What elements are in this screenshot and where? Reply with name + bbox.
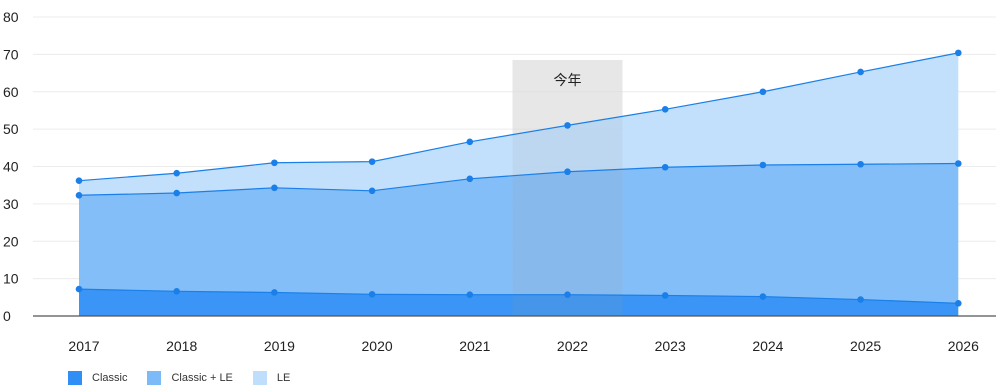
data-point-classic-le-2018 <box>173 189 180 197</box>
data-point-le-2020 <box>368 158 376 165</box>
data-point-classic-le-2024 <box>759 161 767 169</box>
data-point-classic-2024 <box>759 293 767 300</box>
y-tick-label-60: 60 <box>3 84 19 100</box>
data-point-classic-2021 <box>466 291 474 298</box>
x-tick-label-2021: 2021 <box>459 338 490 354</box>
legend-label-le: LE <box>276 372 291 384</box>
data-point-le-2026 <box>955 49 962 57</box>
data-point-classic-2019 <box>271 289 278 296</box>
area-classic <box>79 289 959 316</box>
data-point-classic-2020 <box>368 291 376 298</box>
highlight-overlay <box>512 59 623 316</box>
data-point-classic-le-2025 <box>857 160 864 168</box>
data-point-classic-2025 <box>857 296 864 303</box>
data-point-classic-le-2023 <box>661 163 669 171</box>
data-point-le-2018 <box>173 169 180 177</box>
y-tick-label-0: 0 <box>3 308 11 324</box>
data-point-le-2019 <box>271 159 278 167</box>
legend-item-classic[interactable]: Classic <box>68 371 127 385</box>
x-tick-label-2026: 2026 <box>948 338 979 354</box>
data-point-classic-le-2020 <box>368 187 376 195</box>
data-point-le-2022 <box>564 122 571 129</box>
data-point-classic-le-2019 <box>271 184 278 192</box>
data-point-le-2017 <box>75 177 83 185</box>
y-tick-label-80: 80 <box>3 9 19 25</box>
legend: Classic Classic + LE LE <box>68 370 310 386</box>
data-point-classic-le-2026 <box>955 160 962 167</box>
x-tick-label-2025: 2025 <box>850 338 881 354</box>
y-tick-label-70: 70 <box>3 46 19 62</box>
data-point-classic-2017 <box>75 285 83 293</box>
data-point-classic-le-2017 <box>75 191 83 199</box>
legend-swatch-le <box>252 371 267 385</box>
legend-swatch-classic-le <box>147 371 162 385</box>
y-tick-label-30: 30 <box>3 196 19 212</box>
x-tick-label-2019: 2019 <box>264 338 295 354</box>
legend-label-classic-le: Classic + LE <box>171 372 233 384</box>
series-line-le <box>78 52 959 182</box>
data-point-le-2023 <box>661 106 669 113</box>
data-point-classic-le-2021 <box>466 175 474 183</box>
x-tick-label-2018: 2018 <box>166 338 197 354</box>
highlight-label: 今年 <box>554 72 582 88</box>
y-tick-label-20: 20 <box>3 233 19 249</box>
area-le <box>79 52 959 196</box>
series-line-classic <box>78 288 959 304</box>
data-point-classic-le-2022 <box>564 168 571 176</box>
x-tick-label-2017: 2017 <box>68 338 99 354</box>
data-point-le-2024 <box>759 88 767 96</box>
series-line-classic-le <box>78 162 959 196</box>
x-tick-label-2020: 2020 <box>362 338 393 354</box>
x-tick-label-2024: 2024 <box>752 338 783 354</box>
x-tick-label-2022: 2022 <box>557 338 588 354</box>
data-point-le-2025 <box>857 68 864 76</box>
data-point-classic-2018 <box>173 288 180 295</box>
y-tick-label-40: 40 <box>3 159 19 175</box>
data-point-classic-2026 <box>955 299 962 307</box>
y-tick-label-10: 10 <box>3 271 19 287</box>
legend-item-classic-le[interactable]: Classic + LE <box>147 371 233 385</box>
legend-item-le[interactable]: LE <box>252 371 291 385</box>
y-tick-label-50: 50 <box>3 121 19 137</box>
legend-swatch-classic <box>68 371 82 385</box>
data-point-classic-2022 <box>564 291 571 298</box>
area-classic-le <box>79 163 959 304</box>
data-point-le-2021 <box>466 138 474 146</box>
data-point-classic-2023 <box>661 292 669 299</box>
x-tick-label-2023: 2023 <box>655 338 686 354</box>
legend-label-classic: Classic <box>92 372 128 384</box>
